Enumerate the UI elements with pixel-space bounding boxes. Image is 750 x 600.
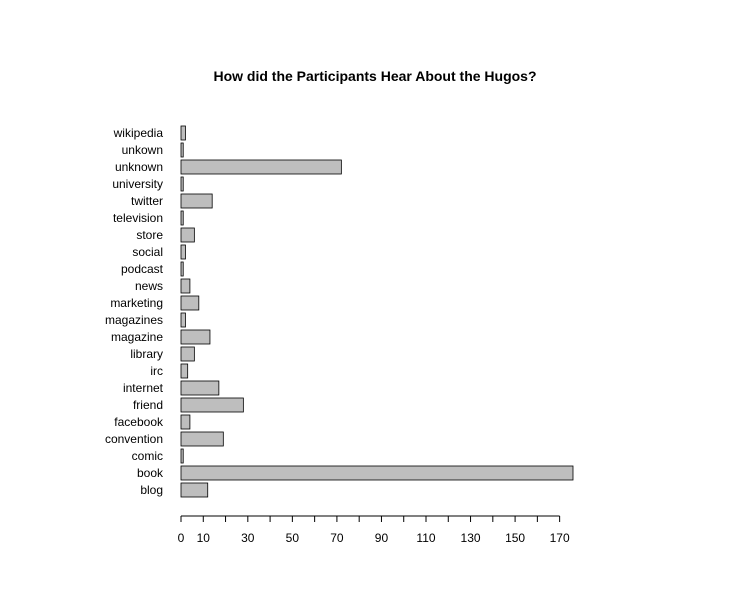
category-label-twitter: twitter [131,194,163,208]
category-label-podcast: podcast [121,262,164,276]
bar-unkown [180,142,184,158]
x-tick-label-90: 90 [375,531,389,545]
bar-university [180,176,184,192]
bar-book [180,465,574,481]
bar-news [180,278,191,294]
category-label-book: book [137,466,164,480]
x-tick-label-170: 170 [550,531,570,545]
bar-unknown [180,159,342,175]
category-label-library: library [130,347,163,361]
bar-comic [180,448,184,464]
bar-marketing [180,295,200,311]
x-tick-label-150: 150 [505,531,525,545]
category-label-wikipedia: wikipedia [113,126,164,140]
x-tick-label-10: 10 [197,531,211,545]
bar-social [180,244,186,260]
category-label-blog: blog [140,483,163,497]
bar-magazines [180,312,186,328]
x-tick-label-50: 50 [286,531,300,545]
category-label-television: television [113,211,163,225]
category-label-news: news [135,279,163,293]
bar-blog [180,482,209,498]
category-label-marketing: marketing [110,296,163,310]
category-labels: blog book comic convention facebook friend int… [105,126,164,497]
bar-facebook [180,414,191,430]
category-label-internet: internet [123,381,164,395]
bar-magazine [180,329,211,345]
x-tick-label-130: 130 [461,531,481,545]
category-label-irc: irc [150,364,163,378]
category-label-comic: comic [132,449,163,463]
x-axis: 0 10 30 50 70 90 110 130 150 170 [178,515,570,545]
x-tick-label-110: 110 [416,531,435,545]
bar-store [180,227,195,243]
bar-irc [180,363,189,379]
category-label-social: social [132,245,163,259]
bar-television [180,210,184,226]
bar-podcast [180,261,184,277]
category-label-unknown: unknown [115,160,163,174]
bar-internet [180,380,220,396]
category-label-friend: friend [133,398,163,412]
category-label-magazines: magazines [105,313,163,327]
bar-twitter [180,193,213,209]
bar-convention [180,431,224,447]
category-label-store: store [136,228,163,242]
category-label-magazine: magazine [111,330,163,344]
bars-group [180,125,574,498]
chart-title: How did the Participants Hear About the … [213,68,536,84]
category-label-unkown: unkown [122,143,163,157]
bar-library [180,346,195,362]
bar-wikipedia [180,125,186,141]
x-tick-label-0: 0 [178,531,185,545]
x-tick-label-70: 70 [330,531,344,545]
bar-friend [180,397,244,413]
category-label-convention: convention [105,432,163,446]
category-label-facebook: facebook [114,415,164,429]
category-label-university: university [112,177,163,191]
x-tick-label-30: 30 [241,531,255,545]
